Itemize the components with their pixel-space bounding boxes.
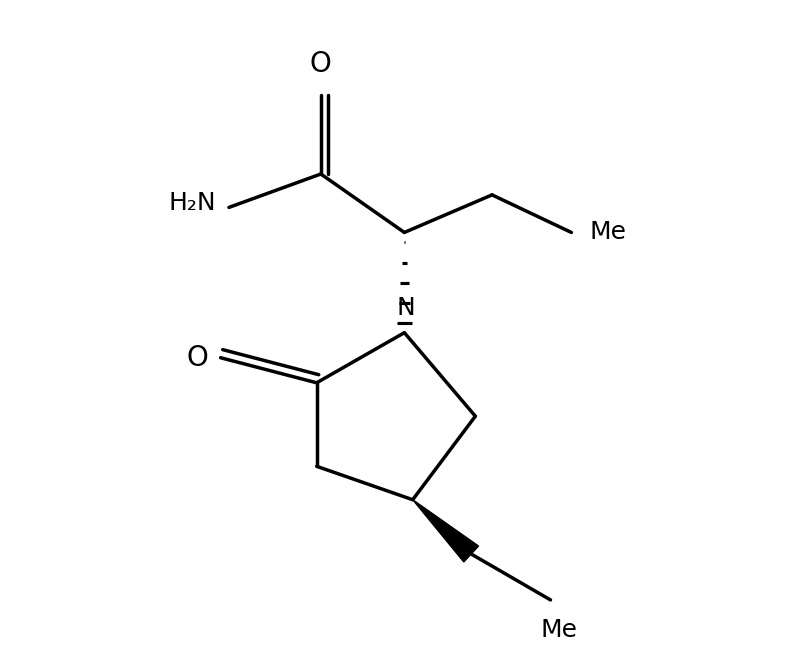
Text: H₂N: H₂N (169, 191, 216, 215)
Polygon shape (413, 500, 478, 562)
Text: Me: Me (540, 618, 577, 643)
Text: O: O (186, 344, 208, 372)
Text: Me: Me (590, 221, 626, 244)
Text: N: N (397, 296, 415, 320)
Text: O: O (310, 50, 332, 78)
